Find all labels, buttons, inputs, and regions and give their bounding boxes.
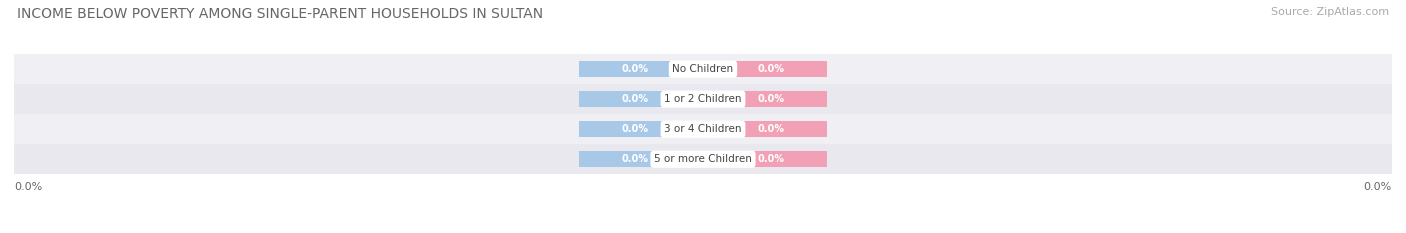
Text: No Children: No Children: [672, 64, 734, 74]
Bar: [14, 144, 1392, 174]
Bar: [14, 84, 1392, 114]
Text: 0.0%: 0.0%: [14, 182, 42, 192]
Text: 0.0%: 0.0%: [758, 124, 785, 134]
Bar: [703, 91, 827, 107]
Bar: [14, 54, 1392, 84]
Text: 0.0%: 0.0%: [621, 154, 648, 164]
Bar: [703, 121, 827, 137]
Text: INCOME BELOW POVERTY AMONG SINGLE-PARENT HOUSEHOLDS IN SULTAN: INCOME BELOW POVERTY AMONG SINGLE-PARENT…: [17, 7, 543, 21]
Text: 0.0%: 0.0%: [621, 94, 648, 104]
Text: 0.0%: 0.0%: [621, 64, 648, 74]
Bar: [703, 61, 827, 77]
Bar: [579, 121, 703, 137]
Text: 0.0%: 0.0%: [758, 94, 785, 104]
Bar: [703, 151, 827, 167]
Text: 1 or 2 Children: 1 or 2 Children: [664, 94, 742, 104]
Bar: [579, 61, 703, 77]
Text: Source: ZipAtlas.com: Source: ZipAtlas.com: [1271, 7, 1389, 17]
Text: 0.0%: 0.0%: [1364, 182, 1392, 192]
Bar: [579, 151, 703, 167]
Text: 5 or more Children: 5 or more Children: [654, 154, 752, 164]
Text: 0.0%: 0.0%: [758, 64, 785, 74]
Bar: [14, 114, 1392, 144]
Text: 0.0%: 0.0%: [621, 124, 648, 134]
Text: 3 or 4 Children: 3 or 4 Children: [664, 124, 742, 134]
Text: 0.0%: 0.0%: [758, 154, 785, 164]
Bar: [579, 91, 703, 107]
